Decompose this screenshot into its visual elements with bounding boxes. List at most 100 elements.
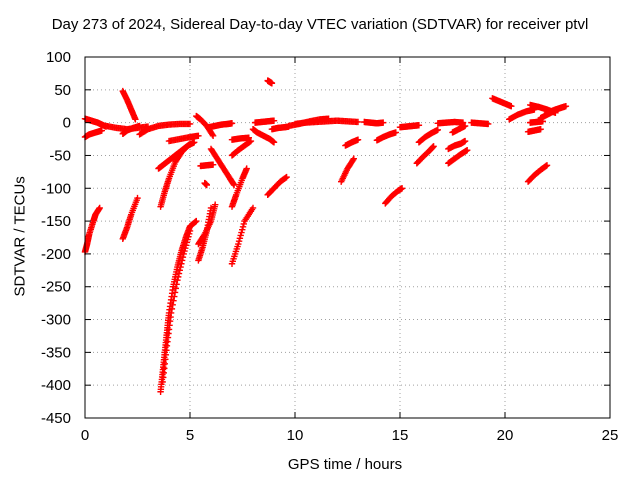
y-tick-label: -400 — [41, 377, 71, 394]
data-point — [508, 103, 515, 110]
data-point — [209, 132, 217, 139]
y-tick-label: -250 — [41, 279, 71, 296]
data-point — [238, 229, 245, 236]
data-point — [543, 162, 551, 169]
data-point — [236, 235, 244, 242]
x-tick-label: 0 — [81, 427, 89, 444]
data-point — [182, 244, 189, 252]
data-point — [350, 155, 357, 162]
data-point — [247, 137, 255, 145]
data-point — [398, 185, 406, 192]
data-point — [485, 120, 492, 128]
data-point — [171, 289, 179, 296]
data-point — [235, 240, 242, 248]
y-tick-label: -200 — [41, 246, 71, 263]
data-point — [173, 281, 180, 288]
data-point — [354, 136, 362, 143]
data-point — [176, 267, 183, 274]
data-point — [172, 285, 180, 292]
data-point — [461, 137, 469, 145]
data-point — [167, 309, 175, 317]
data-point — [239, 223, 247, 231]
data-point — [177, 263, 184, 271]
data-point — [174, 273, 182, 281]
data-point — [180, 250, 187, 258]
y-axis-label: SDTVAR / TECUs — [11, 176, 29, 297]
x-axis-label: GPS time / hours — [287, 456, 403, 473]
data-point — [168, 305, 176, 313]
data-point — [237, 232, 244, 239]
data-point — [169, 301, 176, 308]
data-point — [209, 161, 217, 168]
data-point — [184, 236, 191, 243]
data-point — [186, 140, 194, 147]
data-point — [174, 276, 181, 284]
data-point — [132, 116, 139, 123]
data-point — [191, 139, 198, 146]
data-point — [230, 181, 238, 189]
data-point — [349, 156, 357, 164]
y-tick-label: -150 — [41, 213, 71, 230]
data-point — [560, 103, 567, 111]
y-tick-label: 50 — [54, 82, 71, 99]
y-tick-label: 0 — [63, 115, 71, 132]
data-point — [183, 239, 191, 246]
data-point — [212, 201, 219, 208]
data-point — [136, 122, 143, 130]
x-tick-label: 15 — [392, 427, 409, 444]
data-point — [461, 122, 469, 130]
y-tick-label: 100 — [46, 49, 71, 66]
data-point — [171, 293, 178, 300]
data-point — [96, 204, 103, 212]
data-point — [134, 194, 141, 202]
data-point — [181, 247, 188, 255]
data-point — [186, 227, 194, 235]
y-tick-label: -450 — [41, 410, 71, 427]
data-point — [186, 230, 193, 238]
data-point — [392, 129, 399, 136]
chart-title: Day 273 of 2024, Sidereal Day-to-day VTE… — [51, 16, 589, 33]
y-tick-label: -300 — [41, 312, 71, 329]
data-point — [434, 126, 441, 134]
data-point — [464, 147, 471, 154]
data-point — [354, 118, 362, 126]
data-point — [239, 226, 246, 233]
data-point — [283, 173, 290, 181]
data-point — [228, 120, 236, 127]
data-point — [240, 220, 248, 228]
data-point — [98, 127, 105, 134]
data-point — [195, 132, 202, 139]
data-point — [185, 233, 192, 240]
data-point — [415, 122, 423, 129]
data-point — [270, 117, 278, 124]
data-point — [193, 217, 200, 225]
data-point — [537, 126, 544, 133]
plot-frame — [84, 56, 611, 419]
y-tick-label: -350 — [41, 344, 71, 361]
data-point — [249, 204, 257, 212]
data-point — [235, 237, 243, 245]
y-tick-label: -50 — [49, 147, 71, 164]
x-tick-label: 5 — [186, 427, 194, 444]
data-point — [182, 242, 190, 249]
data-point — [243, 165, 250, 172]
data-point — [178, 257, 186, 264]
data-point — [270, 139, 278, 146]
data-point — [179, 253, 187, 261]
x-tick-label: 10 — [287, 427, 304, 444]
y-tick-label: -100 — [41, 180, 71, 197]
data-point — [175, 270, 183, 277]
data-point — [178, 260, 185, 267]
data-point — [245, 134, 252, 141]
data-point — [186, 120, 194, 128]
data-point — [380, 119, 387, 126]
data-point — [185, 141, 193, 148]
data-point — [209, 131, 216, 138]
data-point — [430, 143, 437, 150]
x-tick-label: 25 — [602, 427, 619, 444]
data-point — [203, 181, 210, 189]
x-tick-label: 20 — [497, 427, 514, 444]
data-point — [170, 297, 177, 304]
data-point — [268, 80, 276, 87]
